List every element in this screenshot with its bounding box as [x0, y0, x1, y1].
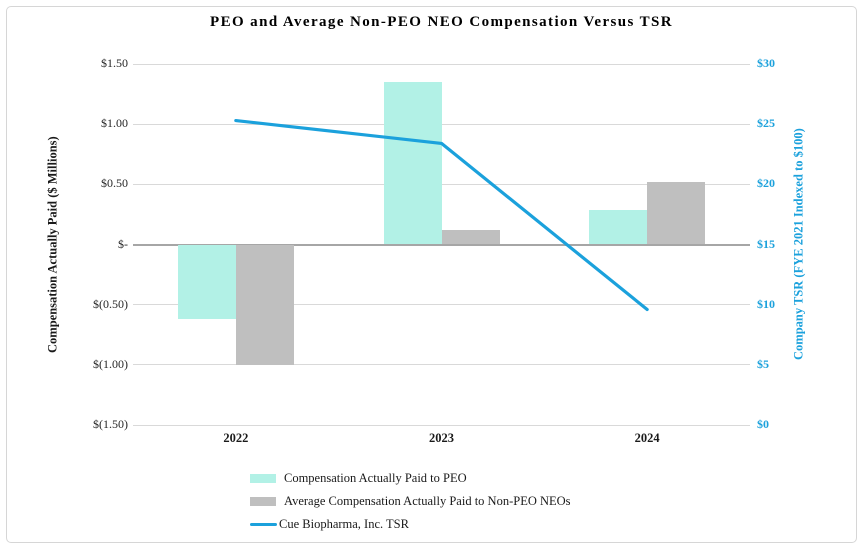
right-axis-tick-label: $5 [757, 356, 769, 371]
right-axis-tick-label: $15 [757, 236, 775, 251]
x-axis-label-2022: 2022 [223, 431, 249, 445]
gridline [133, 123, 750, 125]
bar-non-peo-neo-2023 [441, 230, 500, 245]
legend-label-tsr: Cue Biopharma, Inc. TSR [279, 517, 409, 531]
bar-non-peo-neo-2024 [647, 181, 706, 245]
legend: Compensation Actually Paid to PEO Average… [250, 467, 571, 536]
left-axis-tick-label: $1.00 [101, 116, 128, 131]
chart-title: PEO and Average Non-PEO NEO Compensation… [210, 14, 673, 30]
legend-swatch-peo-bar [250, 474, 276, 483]
bar-peo-2023 [383, 82, 442, 245]
gridline [133, 304, 750, 306]
bar-peo-2022 [177, 244, 236, 320]
gridline [133, 63, 750, 65]
category-axis-line [133, 243, 750, 246]
gridline [133, 183, 750, 185]
plot-area [133, 63, 750, 426]
x-axis-label-2024: 2024 [634, 431, 660, 445]
x-axis-label-2023: 2023 [429, 431, 454, 445]
bar-peo-2024 [589, 209, 648, 245]
left-axis-tick-label: $(1.50) [93, 417, 128, 431]
legend-swatch-non-peo-neo-bar [250, 497, 276, 506]
left-axis-tick-label: $(0.50) [93, 296, 128, 311]
legend-swatch-tsr-line [250, 522, 277, 527]
legend-item-tsr: Cue Biopharma, Inc. TSR [250, 513, 571, 536]
left-axis-tick-label: $- [118, 236, 128, 251]
bar-non-peo-neo-2022 [235, 244, 294, 365]
right-axis-tick-label: $30 [757, 56, 775, 70]
right-axis-tick-label: $10 [757, 296, 775, 311]
gridline [133, 364, 750, 366]
left-axis-tick-label: $(1.00) [93, 356, 128, 371]
right-axis-tick-label: $0 [757, 417, 769, 431]
left-axis-tick-label: $1.50 [101, 56, 128, 70]
legend-item-non-peo-neo: Average Compensation Actually Paid to No… [250, 490, 571, 513]
legend-label-peo: Compensation Actually Paid to PEO [284, 471, 467, 485]
right-axis-tick-label: $25 [757, 116, 775, 131]
tsr-line-series [234, 118, 649, 312]
left-axis-tick-label: $0.50 [101, 176, 128, 191]
legend-item-peo: Compensation Actually Paid to PEO [250, 467, 571, 490]
tsr-line [234, 118, 649, 312]
gridline [133, 424, 750, 426]
right-axis-tick-label: $20 [757, 176, 775, 191]
legend-label-non-peo-neo: Average Compensation Actually Paid to No… [284, 494, 571, 508]
